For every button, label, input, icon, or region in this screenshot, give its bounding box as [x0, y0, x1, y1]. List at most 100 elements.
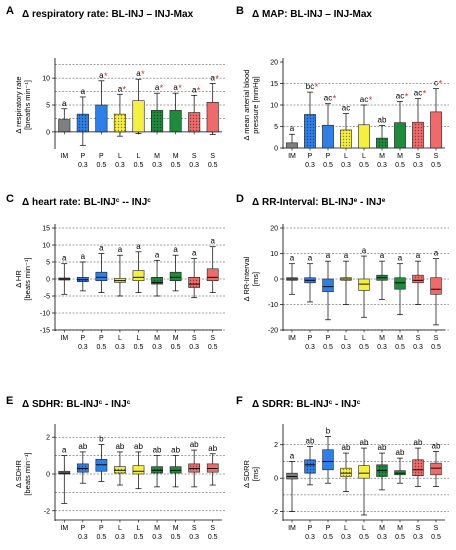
category-dose-label: 0.3 [115, 534, 125, 541]
significance-star: * [104, 71, 108, 81]
category-label: S [434, 153, 439, 160]
significance-letter: ab [378, 443, 387, 452]
category-dose-label: 0.5 [395, 162, 405, 169]
significance-letter: a [308, 254, 313, 263]
box [151, 466, 163, 474]
y-tick-label: -2 [44, 508, 50, 515]
y-tick-label: -5 [44, 294, 50, 301]
significance-letter: a [344, 251, 349, 260]
category-dose-label: 0.5 [208, 162, 218, 169]
y-axis-label: Δ SDRR [242, 459, 251, 488]
y-tick-label: 5 [46, 103, 50, 110]
y-axis-label: Δ mean arterial blood [242, 70, 251, 141]
y-tick-label: 0 [46, 129, 50, 136]
box [58, 470, 71, 475]
y-tick-label: 10 [270, 103, 278, 110]
bar [95, 104, 108, 133]
category-label: L [118, 153, 122, 160]
category-dose-label: 0.3 [189, 534, 199, 541]
category-label: IM [288, 335, 296, 342]
significance-letter: ab [306, 436, 315, 445]
category-label: P [80, 335, 85, 342]
category-label: P [308, 335, 313, 342]
significance-letter: a [155, 83, 160, 92]
panel-title: Δ RR-Interval: BL-INJe - INJe [252, 197, 386, 209]
significance-letter: ac [324, 94, 332, 103]
significance-letter: a [81, 252, 86, 261]
significance-letter: ac [414, 89, 422, 98]
category-dose-label: 0.3 [115, 344, 125, 351]
bar [394, 122, 406, 149]
significance-letter: a [210, 74, 215, 83]
category-label: L [362, 525, 366, 532]
significance-letter: c [434, 79, 438, 88]
category-dose-label: 0.3 [305, 344, 315, 351]
significance-letter: a [398, 254, 403, 263]
y-tick-label: 0 [46, 277, 50, 284]
category-dose-label: 0.5 [395, 534, 405, 541]
box [169, 466, 182, 474]
y-axis-label-unit: [ms] [251, 467, 260, 481]
category-label: L [137, 525, 141, 532]
box [188, 276, 201, 288]
category-label: L [344, 525, 348, 532]
significance-letter: b [99, 435, 104, 444]
category-dose-label: 0.5 [359, 162, 369, 169]
category-label: IM [288, 153, 296, 160]
y-axis-label-unit: pressure [mmHg] [251, 76, 260, 134]
y-tick-label: -2 [272, 509, 278, 516]
category-label: S [192, 525, 197, 532]
significance-star: * [315, 82, 319, 92]
category-dose-label: 0.3 [152, 162, 162, 169]
significance-star: * [141, 69, 145, 79]
significance-letter: ab [342, 443, 351, 452]
bar [322, 124, 334, 149]
panel-letter: F [236, 395, 243, 407]
panel-d: D Δ RR-Interval: BL-INJe - INJe Δ RR-Inter… [236, 193, 449, 351]
significance-star: * [160, 83, 164, 93]
bar [76, 113, 89, 133]
significance-letter: ab [360, 438, 369, 447]
significance-letter: a [118, 84, 123, 93]
box [114, 466, 126, 474]
panel-letter: E [6, 395, 13, 407]
significance-letter: ab [153, 446, 162, 455]
category-label: S [192, 335, 197, 342]
category-dose-label: 0.3 [413, 162, 423, 169]
category-label: M [154, 153, 160, 160]
category-dose-label: 0.3 [413, 344, 423, 351]
significance-letter: a [416, 251, 421, 260]
significance-star: * [178, 83, 182, 93]
y-tick-label: 10 [270, 251, 278, 258]
category-dose-label: 0.5 [323, 162, 333, 169]
box [95, 271, 108, 282]
category-dose-label: 0.3 [189, 344, 199, 351]
category-dose-label: 0.5 [323, 344, 333, 351]
box [412, 274, 424, 284]
category-label: L [362, 335, 366, 342]
category-dose-label: 0.3 [78, 162, 88, 169]
y-tick-label: 15 [270, 81, 278, 88]
significance-letter: ab [208, 444, 217, 453]
y-tick-label: -20 [268, 328, 278, 335]
bar [132, 100, 145, 133]
category-dose-label: 0.5 [431, 344, 441, 351]
category-label: P [80, 153, 85, 160]
bar [286, 142, 298, 149]
significance-letter: a [136, 69, 141, 78]
significance-letter: a [290, 451, 295, 460]
box [412, 459, 424, 476]
significance-letter: a [173, 245, 178, 254]
significance-letter: ab [78, 442, 87, 451]
category-dose-label: 0.3 [152, 344, 162, 351]
box [358, 278, 370, 291]
significance-star: * [405, 92, 409, 102]
category-label: M [154, 525, 160, 532]
category-label: L [344, 153, 348, 160]
box [304, 459, 316, 474]
category-dose-label: 0.5 [359, 344, 369, 351]
significance-letter: ac [342, 104, 350, 113]
category-label: S [416, 525, 421, 532]
category-label: S [210, 153, 215, 160]
category-label: IM [60, 153, 68, 160]
